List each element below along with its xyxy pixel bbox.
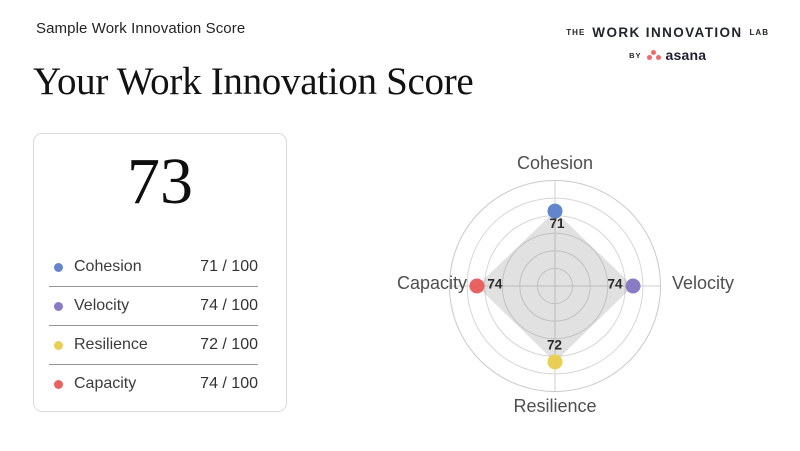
metric-value: 74 / 100	[200, 375, 258, 392]
metric-label: Resilience	[74, 336, 148, 353]
asana-wordmark: asana	[665, 47, 707, 63]
svg-text:74: 74	[608, 277, 624, 292]
svg-text:Cohesion: Cohesion	[517, 153, 593, 173]
metrics-legend: Cohesion 71 / 100 Velocity 74 / 100 Resi…	[34, 248, 286, 403]
overall-score: 73	[127, 145, 193, 218]
legend-row-capacity: Capacity 74 / 100	[34, 365, 286, 403]
resilience-dot-icon	[54, 340, 63, 350]
legend-row-velocity: Velocity 74 / 100	[34, 287, 286, 325]
radar-chart: 71 74 72 74 Cohesion Velocity Resilience Capaci…	[397, 153, 734, 416]
metric-value: 71 / 100	[200, 258, 258, 275]
legend-divider	[49, 325, 258, 326]
cohesion-dot-icon	[54, 262, 63, 272]
metric-label: Velocity	[74, 297, 130, 314]
svg-text:74: 74	[487, 277, 503, 292]
velocity-dot-icon	[54, 301, 63, 311]
svg-text:Velocity: Velocity	[672, 273, 734, 293]
svg-text:Capacity: Capacity	[397, 273, 467, 293]
lab-wordmark: THE WORK INNOVATION LAB	[566, 25, 769, 40]
page-title: Your Work Innovation Score	[33, 60, 474, 103]
report-subtitle: Sample Work Innovation Score	[36, 20, 246, 37]
by-label: BY	[629, 50, 642, 60]
metric-label: Capacity	[74, 375, 137, 392]
metric-label: Cohesion	[74, 258, 142, 275]
legend-divider	[49, 364, 258, 365]
metric-value: 72 / 100	[200, 336, 258, 353]
svg-text:72: 72	[547, 337, 562, 352]
metric-value: 74 / 100	[200, 297, 258, 314]
lab-wordmark-lab: LAB	[749, 28, 769, 37]
by-asana: BY asana	[629, 47, 706, 63]
radar-chart-container: 71 74 72 74 Cohesion Velocity Resilience Capaci…	[345, 126, 765, 446]
asana-logo-icon	[646, 49, 661, 61]
score-summary-card: 73 Cohesion 71 / 100 Velocity 74 / 100 R…	[33, 133, 287, 412]
legend-divider	[49, 286, 258, 287]
svg-text:71: 71	[549, 216, 565, 231]
lab-wordmark-main: WORK INNOVATION	[592, 25, 743, 40]
lab-wordmark-the: THE	[566, 28, 586, 37]
svg-text:Resilience: Resilience	[513, 396, 596, 416]
work-innovation-lab-logo: THE WORK INNOVATION LAB BY asana	[566, 25, 769, 63]
legend-row-cohesion: Cohesion 71 / 100	[34, 248, 286, 286]
legend-row-resilience: Resilience 72 / 100	[34, 326, 286, 364]
capacity-dot-icon	[54, 379, 63, 389]
